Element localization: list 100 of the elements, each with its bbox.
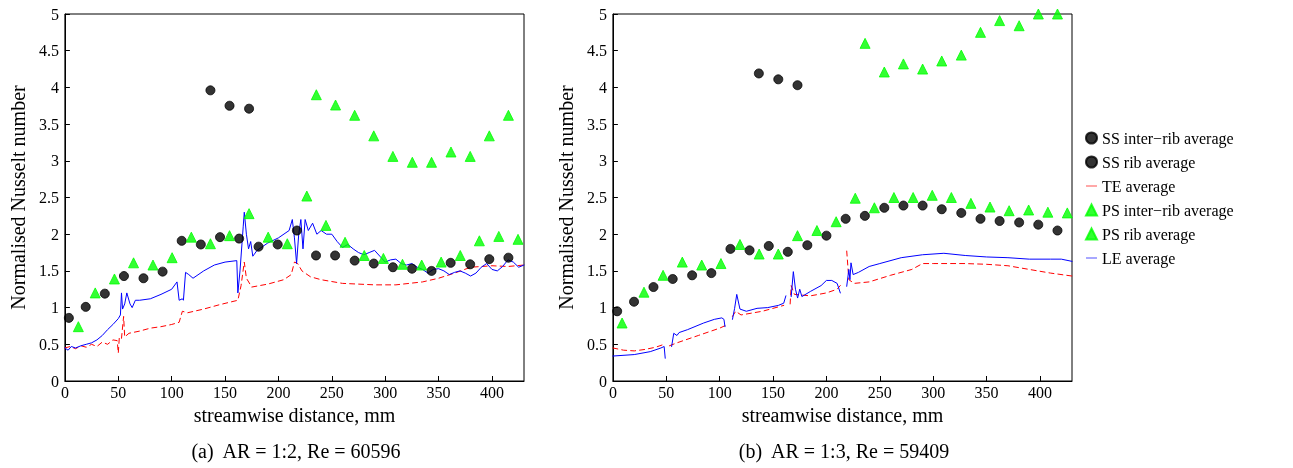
point [464,150,476,162]
point [80,301,91,312]
point [387,262,398,273]
point [878,66,890,78]
point [465,259,476,270]
x-tick-label: 100 [707,383,732,401]
point [792,230,803,242]
legend-label: PS rib average [1102,225,1196,244]
point [407,263,417,274]
point [377,252,389,264]
y-tick-label: 3 [50,152,59,170]
text: (a) AR = 1:2, Re = 60596 [191,440,401,463]
point [503,252,514,263]
point [215,232,226,243]
point [368,130,380,142]
point [1052,225,1063,236]
point [89,287,101,299]
point [830,216,842,228]
y-tick-label: 3.5 [38,115,59,133]
point [734,238,746,250]
point [339,236,351,248]
point [994,215,1005,226]
point [311,250,322,261]
y-axis-title: Normalised Nusselt number [555,84,577,310]
point [792,80,803,91]
point [147,259,159,271]
point [166,252,178,264]
point [1003,205,1015,217]
point [772,248,784,260]
point [676,256,688,268]
point [975,213,986,224]
point [868,202,880,214]
point [157,266,168,277]
point [204,238,216,250]
point [291,225,302,236]
point [330,99,342,111]
point [1013,20,1025,32]
point [1014,217,1025,228]
point [773,74,784,85]
x-tick-label: 250 [319,383,344,401]
point [99,288,110,299]
point [687,270,698,281]
x-tick-label: 350 [426,383,451,401]
y-tick-label: 0 [598,372,607,390]
point [753,248,765,260]
point [811,225,823,237]
point [349,255,360,266]
x-tick-label: 150 [213,383,238,401]
x-tick-label: 300 [373,383,398,401]
point [301,190,313,202]
y-tick-label: 2 [598,225,607,243]
x-tick-label: 200 [814,383,839,401]
x-tick-label: 300 [921,383,946,401]
legend-label: SS rib average [1102,153,1196,172]
point [493,230,505,242]
y-tick-label: 1 [598,299,607,317]
point [426,265,437,276]
point [763,240,774,251]
point [612,306,623,317]
legend-label: PS inter−rib average [1102,201,1234,220]
point [138,273,149,284]
x-tick-label: 250 [867,383,892,401]
y-tick-label: 4 [598,78,607,96]
y-tick-label: 1.5 [586,262,607,280]
point [926,189,938,201]
y-tick-label: 1.5 [38,262,59,280]
y-tick-label: 4.5 [38,42,59,60]
point [657,269,669,281]
point [888,192,900,203]
point [416,259,428,271]
point [358,249,370,261]
y-tick-label: 5 [50,5,59,23]
point [859,210,870,221]
x-tick-label: 50 [658,383,675,401]
point [445,257,456,268]
legend-label: LE average [1102,249,1176,268]
point [397,258,408,270]
point [956,207,967,218]
point [936,55,948,67]
point [849,192,861,204]
point [706,268,717,279]
y-tick-label: 3 [598,152,607,170]
point [243,208,255,220]
point [859,37,871,49]
text: (b) AR = 1:3, Re = 59409 [738,440,950,463]
point [185,231,197,243]
x-tick-label: 200 [266,383,291,401]
point [63,312,74,323]
point [502,109,514,121]
point [955,49,967,61]
point [667,273,678,284]
point [176,235,187,246]
point [715,258,727,270]
point [725,243,736,254]
point [484,254,495,265]
point [629,296,640,307]
x-tick-label: 150 [761,383,786,401]
y-tick-label: 1 [50,299,59,317]
point [616,317,628,329]
point [445,146,457,158]
